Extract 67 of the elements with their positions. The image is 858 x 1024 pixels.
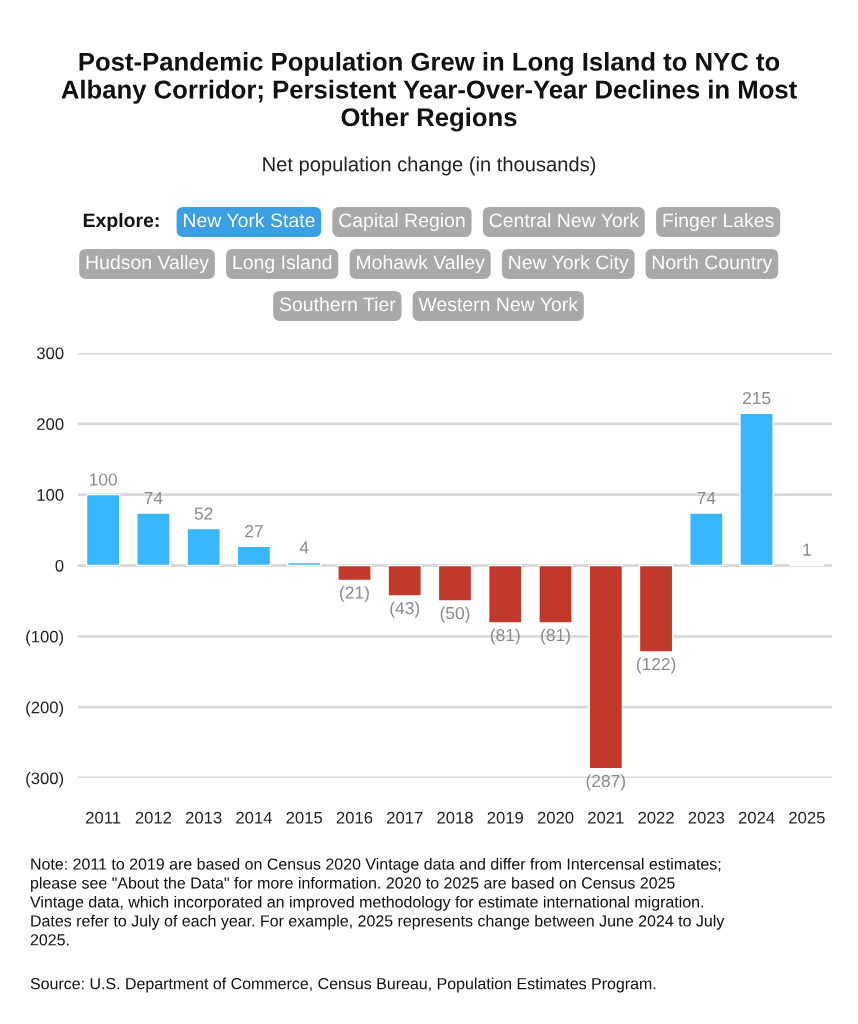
data-label: 74: [144, 491, 163, 504]
chart-subtitle: Net population change (in thousands): [263, 156, 596, 176]
text: Central New York: [489, 212, 639, 228]
x-tick-label: 2014: [236, 811, 272, 824]
x-tick-label: 2012: [135, 811, 172, 824]
data-label: (81): [541, 628, 570, 645]
y-tick-label: (300): [26, 771, 64, 788]
bar: [236, 545, 272, 567]
text: North Country: [652, 254, 773, 274]
data-label: (122): [636, 657, 676, 674]
bar: [588, 564, 624, 770]
data-label: 52: [194, 507, 213, 520]
text: New York State: [184, 212, 315, 228]
bar: [437, 564, 473, 602]
data-label: 1: [803, 543, 811, 556]
x-tick-label: 2017: [387, 811, 423, 824]
y-tick-label: (100): [26, 630, 64, 646]
bar: [538, 564, 573, 624]
data-label: (21): [340, 585, 369, 603]
x-tick-label: 2019: [487, 811, 524, 824]
bar: [186, 527, 221, 567]
data-label: (81): [490, 628, 520, 645]
data-label: 27: [245, 525, 263, 538]
bar: [337, 564, 372, 582]
x-tick-label: 2016: [336, 811, 373, 824]
y-tick-label: 300: [36, 347, 64, 360]
text: Explore:: [83, 212, 159, 232]
y-tick-label: 0: [55, 559, 64, 572]
data-label: (43): [390, 601, 420, 618]
x-tick-label: 2021: [588, 811, 624, 824]
data-label: 215: [742, 391, 771, 405]
y-tick-label: 200: [37, 418, 64, 431]
x-tick-label: 2011: [86, 811, 121, 824]
text: New York City: [509, 254, 629, 274]
y-tick-label: (200): [26, 701, 64, 717]
text: Finger Lakes: [663, 212, 774, 232]
x-tick-label: 2022: [638, 811, 674, 824]
x-tick-label: 2020: [537, 811, 574, 824]
text: Southern Tier: [279, 296, 396, 312]
data-label: (287): [586, 774, 625, 791]
x-tick-label: 2024: [738, 811, 775, 824]
x-tick-label: 2013: [185, 811, 222, 824]
bar: [689, 512, 724, 567]
x-tick-label: 2018: [437, 811, 473, 824]
bar: [136, 512, 171, 567]
bar: [638, 564, 674, 653]
bar: [487, 564, 523, 624]
text: Hudson Valley: [86, 254, 209, 274]
y-tick-label: 100: [37, 489, 64, 501]
text: Note: 2011 to 2019 are based on Census 2020 Vintage data and differ from Intercensal estimates; please see "About the Data" for more information. 2020 to 2025 are based on Census 2025 Vintage data, which incorporated an improved methodology for estimate international migration. Dates refer to July of each year. For example, 2025 represents change between June 2024 to July 2025.: [30, 858, 725, 946]
source-note: Source: U.S. Department of Commerce, Census Bureau, Population Estimates Program.: [30, 977, 656, 993]
bar: [286, 561, 322, 567]
x-tick-label: 2015: [286, 811, 323, 824]
text: Western New York: [418, 296, 579, 312]
bar: [387, 564, 423, 597]
text: Mohawk Valley: [357, 254, 485, 274]
x-tick-label: 2025: [789, 811, 825, 824]
bar: [85, 493, 121, 567]
text: Long Island: [233, 254, 332, 274]
bar: [739, 412, 774, 567]
data-label: 74: [697, 491, 716, 504]
x-tick-label: 2023: [688, 811, 725, 824]
data-label: (50): [440, 606, 470, 623]
chart-title: Post-Pandemic Population Grew in Long Island to NYC to Albany Corridor; Persistent Year-Over-Year Declines in Most Other Regions: [61, 52, 797, 132]
data-label: 100: [89, 473, 117, 486]
data-label: 4: [299, 541, 309, 554]
text: Capital Region: [339, 212, 465, 232]
